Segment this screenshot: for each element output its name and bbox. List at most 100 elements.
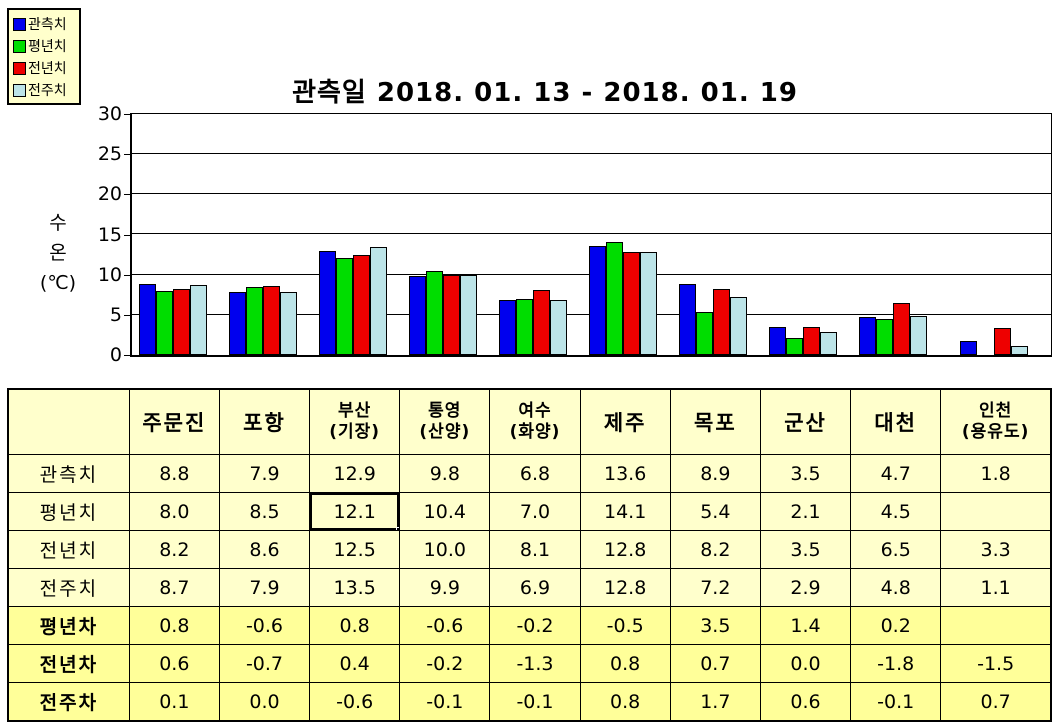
- cell-전년차-5[interactable]: -1.3: [489, 644, 581, 683]
- cell-전주차-4[interactable]: -0.1: [399, 682, 491, 722]
- cell-관측치-7[interactable]: 8.9: [669, 454, 761, 493]
- cell-전년치-5[interactable]: 8.1: [489, 530, 581, 569]
- bar-전주치-포항: [280, 292, 297, 355]
- cell-전년치-6[interactable]: 12.8: [579, 530, 671, 569]
- cell-평년차-5[interactable]: -0.2: [489, 606, 581, 645]
- cell-전주차-7[interactable]: 1.7: [669, 682, 761, 722]
- cell-전주치-1[interactable]: 8.7: [128, 568, 220, 607]
- cell-전주차-2[interactable]: 0.0: [218, 682, 311, 722]
- cell-관측치-9[interactable]: 4.7: [850, 454, 942, 493]
- cell-전주치-4[interactable]: 9.9: [399, 568, 491, 607]
- cell-평년차-3[interactable]: 0.8: [309, 606, 401, 645]
- cell-전주치-2[interactable]: 7.9: [218, 568, 311, 607]
- cell-평년치-9[interactable]: 4.5: [850, 492, 942, 531]
- cell-관측치-10[interactable]: 1.8: [940, 454, 1052, 493]
- cell-관측치-1[interactable]: 8.8: [128, 454, 220, 493]
- cell-전년차-6[interactable]: 0.8: [579, 644, 671, 683]
- cell-평년차-6[interactable]: -0.5: [579, 606, 671, 645]
- cell-전년치-3[interactable]: 12.5: [309, 530, 401, 569]
- row-label-전년차[interactable]: 전년차: [7, 644, 130, 683]
- cell-평년차-7[interactable]: 3.5: [669, 606, 761, 645]
- row-label-전주차[interactable]: 전주차: [7, 682, 130, 722]
- legend-item-label: 평년치: [28, 39, 67, 55]
- cell-전년차-10[interactable]: -1.5: [940, 644, 1052, 683]
- cell-평년치-5[interactable]: 7.0: [489, 492, 581, 531]
- cell-전주차-10[interactable]: 0.7: [940, 682, 1052, 722]
- cell-평년차-1[interactable]: 0.8: [128, 606, 220, 645]
- cell-전년치-1[interactable]: 8.2: [128, 530, 220, 569]
- cell-평년치-1[interactable]: 8.0: [128, 492, 220, 531]
- column-header-1[interactable]: 주문진: [128, 388, 220, 455]
- cell-전년치-4[interactable]: 10.0: [399, 530, 491, 569]
- selected-cell[interactable]: 12.1: [309, 492, 401, 531]
- cell-전주치-5[interactable]: 6.9: [489, 568, 581, 607]
- column-header-3[interactable]: 부산 (기장): [309, 388, 401, 455]
- bar-전주치-부산(기장): [370, 247, 387, 355]
- cell-평년치-7[interactable]: 5.4: [669, 492, 761, 531]
- cell-전년치-7[interactable]: 8.2: [669, 530, 761, 569]
- cell-평년차-10[interactable]: [940, 606, 1052, 645]
- cell-관측치-8[interactable]: 3.5: [759, 454, 852, 493]
- cell-평년치-2[interactable]: 8.5: [218, 492, 311, 531]
- cell-전년차-7[interactable]: 0.7: [669, 644, 761, 683]
- cell-전년차-8[interactable]: 0.0: [759, 644, 852, 683]
- column-header-10[interactable]: 인천 (용유도): [940, 388, 1052, 455]
- bar-관측치-포항: [229, 292, 246, 355]
- cell-전년치-10[interactable]: 3.3: [940, 530, 1052, 569]
- cell-전주치-3[interactable]: 13.5: [309, 568, 401, 607]
- column-header-4[interactable]: 통영 (산양): [399, 388, 491, 455]
- cell-전주차-9[interactable]: -0.1: [850, 682, 942, 722]
- cell-전주차-6[interactable]: 0.8: [579, 682, 671, 722]
- bar-전주치-대천: [910, 316, 927, 355]
- table-corner-cell[interactable]: [7, 388, 130, 455]
- cell-평년치-8[interactable]: 2.1: [759, 492, 852, 531]
- cell-전주치-8[interactable]: 2.9: [759, 568, 852, 607]
- cell-전주치-6[interactable]: 12.8: [579, 568, 671, 607]
- bar-전년치-주문진: [173, 289, 190, 355]
- cell-전년치-2[interactable]: 8.6: [218, 530, 311, 569]
- cell-평년차-4[interactable]: -0.6: [399, 606, 491, 645]
- column-header-6[interactable]: 제주: [579, 388, 671, 455]
- cell-전년차-2[interactable]: -0.7: [218, 644, 311, 683]
- row-label-관측치[interactable]: 관측치: [7, 454, 130, 493]
- cell-전주차-3[interactable]: -0.6: [309, 682, 401, 722]
- cell-전년차-4[interactable]: -0.2: [399, 644, 491, 683]
- cell-전주치-9[interactable]: 4.8: [850, 568, 942, 607]
- row-label-평년차[interactable]: 평년차: [7, 606, 130, 645]
- cell-평년치-4[interactable]: 10.4: [399, 492, 491, 531]
- cell-평년치-6[interactable]: 14.1: [579, 492, 671, 531]
- cell-관측치-5[interactable]: 6.8: [489, 454, 581, 493]
- cell-전년치-9[interactable]: 6.5: [850, 530, 942, 569]
- row-label-전년치[interactable]: 전년치: [7, 530, 130, 569]
- column-header-8[interactable]: 군산: [759, 388, 852, 455]
- cell-전주치-10[interactable]: 1.1: [940, 568, 1052, 607]
- fill-handle[interactable]: [396, 527, 399, 530]
- column-header-7[interactable]: 목포: [669, 388, 761, 455]
- cell-관측치-6[interactable]: 13.6: [579, 454, 671, 493]
- cell-관측치-3[interactable]: 12.9: [309, 454, 401, 493]
- bar-chart-plot-area: [130, 113, 1052, 357]
- cell-평년차-9[interactable]: 0.2: [850, 606, 942, 645]
- cell-평년차-2[interactable]: -0.6: [218, 606, 311, 645]
- cell-평년치-10[interactable]: [940, 492, 1052, 531]
- cell-전주치-7[interactable]: 7.2: [669, 568, 761, 607]
- row-label-평년치[interactable]: 평년치: [7, 492, 130, 531]
- cell-전년차-9[interactable]: -1.8: [850, 644, 942, 683]
- cell-전년차-1[interactable]: 0.6: [128, 644, 220, 683]
- row-label-전주치[interactable]: 전주치: [7, 568, 130, 607]
- bar-전주치-여수(화양): [550, 300, 567, 355]
- column-header-5[interactable]: 여수 (화양): [489, 388, 581, 455]
- cell-전년치-8[interactable]: 3.5: [759, 530, 852, 569]
- column-header-9[interactable]: 대천: [850, 388, 942, 455]
- cell-평년차-8[interactable]: 1.4: [759, 606, 852, 645]
- cell-전주차-1[interactable]: 0.1: [128, 682, 220, 722]
- column-header-2[interactable]: 포항: [218, 388, 311, 455]
- legend-item-2: 전년치: [13, 57, 76, 79]
- cell-전주차-5[interactable]: -0.1: [489, 682, 581, 722]
- cell-전년차-3[interactable]: 0.4: [309, 644, 401, 683]
- cell-전주차-8[interactable]: 0.6: [759, 682, 852, 722]
- bar-관측치-목포: [679, 284, 696, 355]
- bar-평년치-목포: [696, 312, 713, 355]
- cell-관측치-4[interactable]: 9.8: [399, 454, 491, 493]
- cell-관측치-2[interactable]: 7.9: [218, 454, 311, 493]
